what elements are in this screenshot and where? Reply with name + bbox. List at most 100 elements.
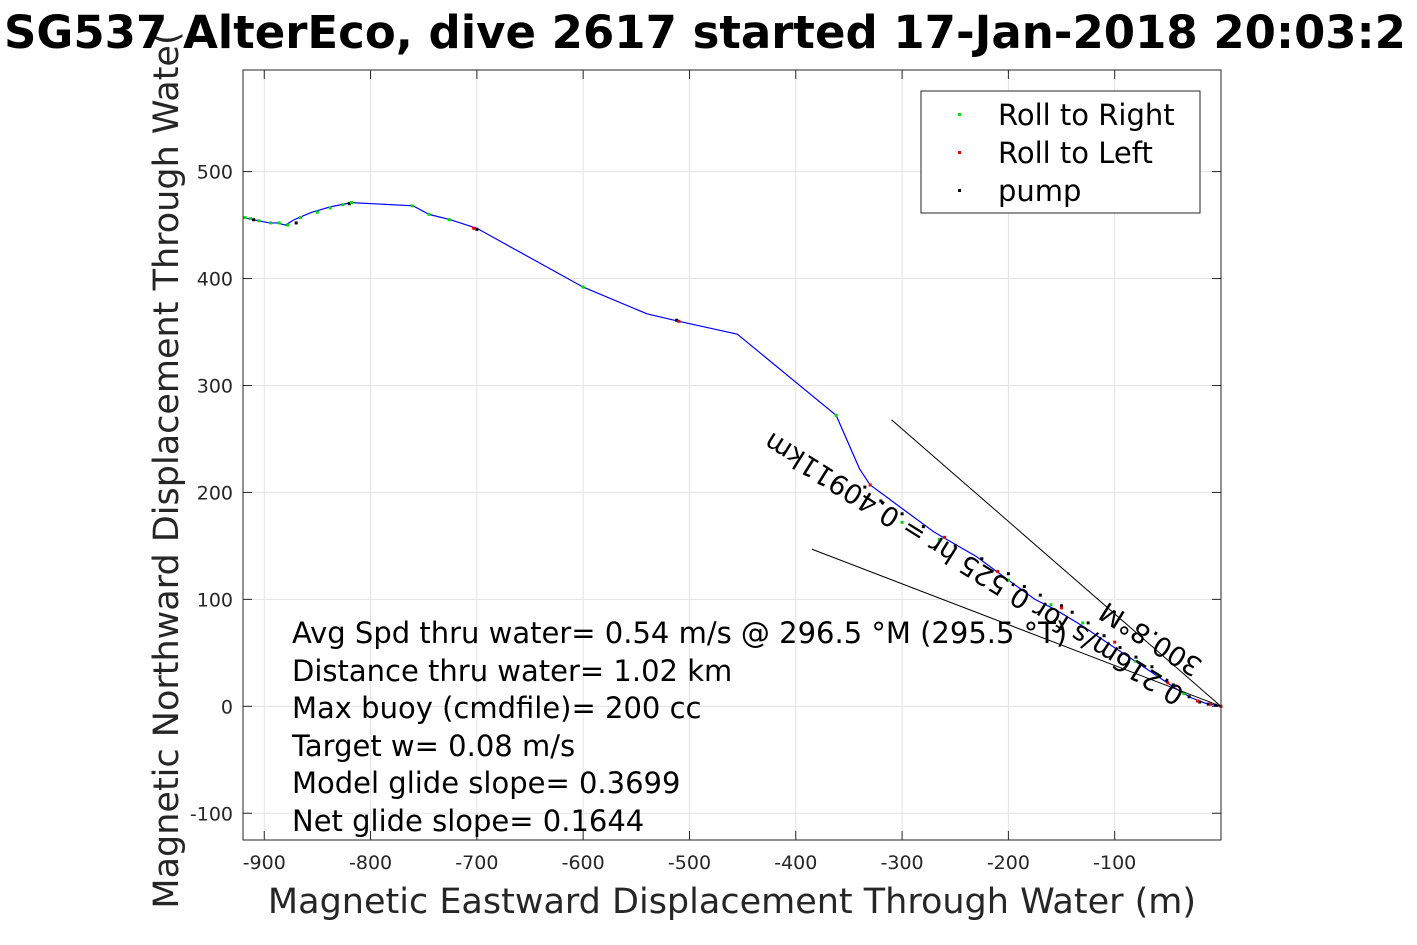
legend-marker-pump [958, 189, 961, 192]
pump-point [1198, 700, 1202, 704]
roll-left-point [677, 319, 681, 323]
annotation-net-glide-slope: Net glide slope= 0.1644 [292, 804, 644, 838]
pump-point [1171, 683, 1175, 687]
pump-point [475, 227, 479, 231]
annotation-target-w: Target w= 0.08 m/s [291, 729, 575, 763]
y-tick-label: 300 [197, 375, 233, 397]
roll-right-point [269, 221, 273, 225]
pump-point [252, 218, 256, 222]
roll-right-point [581, 285, 585, 289]
y-tick-label: 400 [197, 269, 233, 291]
pump-point [294, 221, 298, 225]
pump-point [1134, 655, 1138, 659]
x-tick-label: -400 [774, 852, 817, 874]
pump-point [1070, 610, 1074, 614]
roll-right-point [315, 210, 319, 214]
pump-point [900, 512, 904, 516]
pump-point [1102, 634, 1106, 638]
legend: Roll to Right Roll to Left pump [920, 90, 1201, 214]
roll-left-point [1113, 640, 1117, 644]
roll-right-point [341, 203, 345, 207]
roll-right-point [410, 204, 414, 208]
roll-right-point [1134, 659, 1138, 663]
roll-left-point [472, 226, 476, 230]
pump-point [921, 525, 925, 529]
legend-label-pump: pump [998, 174, 1081, 208]
y-tick-label: 100 [197, 589, 233, 611]
x-tick-label: -300 [881, 852, 924, 874]
y-tick-label: 200 [197, 482, 233, 504]
roll-right-point [257, 219, 261, 223]
pump-point [1038, 593, 1042, 597]
roll-left-point [996, 570, 1000, 574]
pump-point [1206, 702, 1210, 706]
axis-ticks [243, 70, 1221, 840]
stats-annotations: Avg Spd thru water= 0.54 m/s @ 296.5 °M … [291, 616, 1067, 838]
annotation-distance: Distance thru water= 1.02 km [292, 654, 732, 688]
annotation-max-buoy: Max buoy (cmdfile)= 200 cc [292, 691, 701, 725]
y-tick-label: 500 [197, 162, 233, 184]
markers-layer [243, 201, 1223, 708]
roll-right-point [277, 221, 281, 225]
legend-box [920, 90, 1201, 214]
roll-right-point [427, 212, 431, 216]
track-series-line [242, 202, 1222, 707]
pump-point [347, 202, 351, 206]
pump-point [1022, 585, 1026, 589]
roll-left-point [1196, 699, 1200, 703]
roll-right-point [1155, 672, 1159, 676]
x-tick-label: -500 [668, 852, 711, 874]
chart-title: SG537 AlterEco, dive 2617 started 17-Jan… [4, 6, 1406, 59]
legend-label-roll-left: Roll to Left [998, 136, 1153, 170]
roll-left-point [943, 535, 947, 539]
x-tick-label: -700 [455, 852, 498, 874]
glide-lines [811, 419, 1222, 707]
pump-point [1118, 646, 1122, 649]
roll-right-point [1006, 578, 1010, 582]
pump-point [980, 557, 984, 561]
legend-marker-roll-right [958, 113, 961, 116]
roll-right-point [447, 218, 451, 222]
y-tick-labels: -100 0 100 200 300 400 500 [190, 162, 233, 826]
pump-point [879, 499, 883, 503]
y-tick-label: 0 [221, 696, 233, 718]
x-tick-label: -600 [562, 852, 605, 874]
x-tick-label: -900 [243, 852, 286, 874]
pump-point [675, 318, 679, 322]
x-tick-label: -200 [987, 852, 1030, 874]
y-tick-label: -100 [190, 803, 233, 825]
pump-point [1060, 604, 1064, 608]
roll-right-point [248, 217, 252, 221]
roll-left-point [1060, 606, 1064, 610]
roll-right-point [1081, 621, 1085, 625]
pump-point [953, 544, 957, 548]
pump-point [1214, 703, 1218, 707]
pump-point [1187, 695, 1191, 699]
roll-left-point [1208, 702, 1212, 706]
series-layer [242, 202, 1222, 707]
roll-right-point [1182, 691, 1186, 695]
roll-right-point [834, 413, 838, 417]
glide-slope-line [891, 419, 1222, 707]
roll-right-point [286, 223, 290, 227]
y-axis-label: Magnetic Northward Displacement Through … [147, 31, 187, 908]
roll-right-point [298, 216, 302, 220]
annotation-avg-speed: Avg Spd thru water= 0.54 m/s @ 296.5 °M … [292, 616, 1067, 650]
pump-point [863, 485, 867, 489]
roll-right-point [243, 216, 247, 220]
x-tick-label: -800 [349, 852, 392, 874]
roll-left-point [868, 483, 872, 487]
axes-frame [242, 69, 1222, 841]
pump-point [1150, 665, 1154, 669]
roll-right-point [937, 537, 941, 541]
roll-right-point [328, 206, 332, 210]
roll-right-point [1049, 603, 1053, 607]
roll-left-point [1166, 681, 1170, 685]
roll-right-point [349, 201, 353, 205]
pump-point [1006, 572, 1010, 576]
annotation-model-glide-slope: Model glide slope= 0.3699 [292, 766, 680, 800]
x-tick-label: -100 [1093, 852, 1136, 874]
legend-marker-roll-left [958, 151, 961, 154]
x-tick-labels: -900 -800 -700 -600 -500 -400 -300 -200 -100 [243, 852, 1137, 874]
